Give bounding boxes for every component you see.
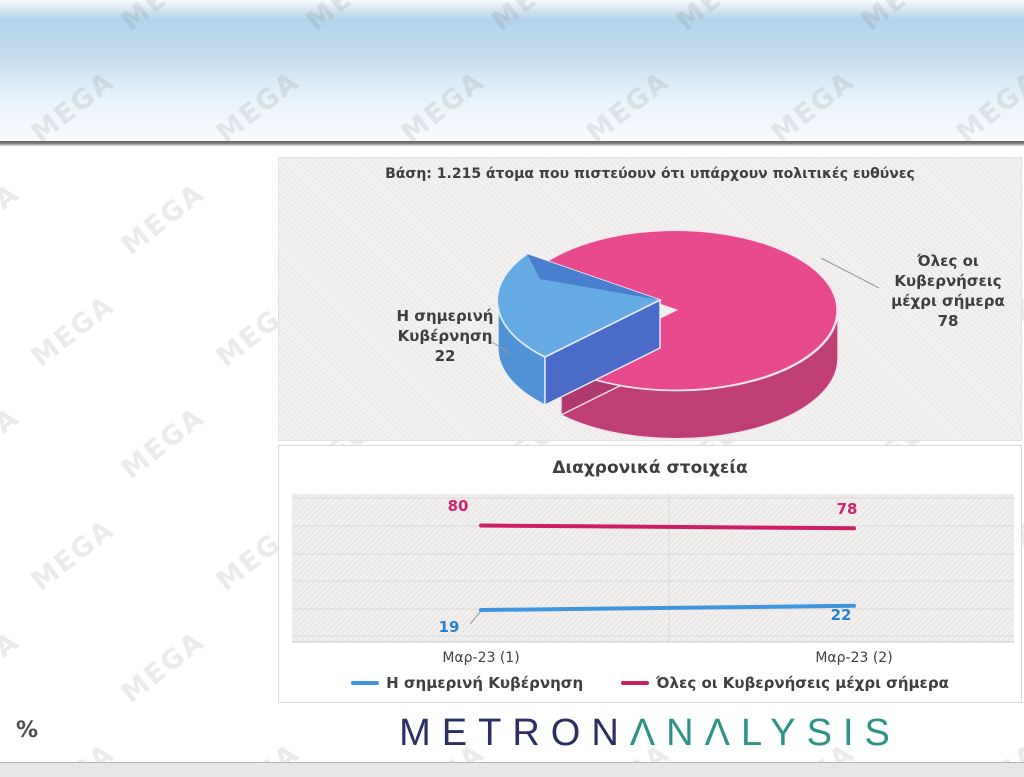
pie-label-pink: Όλες οι Κυβερνήσεις μέχρι σήμερα 78 [873, 251, 1023, 331]
bottom-strip [0, 762, 1024, 777]
watermark-text: MEGA [115, 625, 211, 710]
legend: Η σημερινή Κυβέρνηση Όλες οι Κυβερνήσεις… [279, 674, 1021, 692]
logo-metron: METRON [399, 712, 630, 754]
pie-3d-chart [491, 229, 880, 440]
trend-title: Διαχρονικά στοιχεία [552, 458, 748, 478]
label-19-leader [469, 611, 481, 625]
watermark-text: MEGA [115, 177, 211, 262]
trend-chart-panel: Διαχρονικά στοιχεία [278, 445, 1022, 703]
header-separator [0, 141, 1024, 146]
data-label-pink-2: 78 [836, 500, 858, 518]
legend-item-pink: Όλες οι Κυβερνήσεις μέχρι σήμερα [621, 674, 949, 692]
legend-label-pink: Όλες οι Κυβερνήσεις μέχρι σήμερα [656, 674, 949, 692]
data-label-blue-1: 19 [438, 618, 460, 636]
blue-leader-line [491, 341, 512, 355]
watermark-text: MEGA [25, 513, 121, 598]
logo-analysis: ΛNΛLYSIS [629, 712, 901, 754]
series-line-pink [479, 523, 856, 531]
metron-analysis-logo: METRONΛNΛLYSIS [278, 712, 1022, 755]
plot-area-hatch [292, 494, 1014, 642]
pie-chart-panel: Βάση: 1.215 άτομα που πιστεύουν ότι υπάρ… [278, 157, 1022, 441]
legend-label-blue: Η σημερινή Κυβέρνηση [386, 674, 584, 692]
watermark-text: MEGA [25, 289, 121, 374]
pie-value-blue: 22 [434, 347, 456, 365]
series-line-blue [479, 603, 856, 612]
percent-sign: % [16, 718, 39, 743]
watermark-text: MEGA [0, 625, 26, 710]
pie-label-blue-line1: Η σημερινή [396, 307, 494, 325]
trend-line-chart [292, 494, 1014, 643]
data-label-blue-2: 22 [830, 606, 852, 624]
data-label-pink-1: 80 [447, 497, 469, 515]
legend-item-blue: Η σημερινή Κυβέρνηση [351, 674, 583, 692]
pink-leader-line [820, 257, 880, 289]
blue-slice-inner-band [527, 254, 660, 300]
pie-label-blue-line2: Κυβέρνηση [397, 327, 493, 345]
pie-label-pink-line2: Κυβερνήσεις [894, 272, 1002, 290]
watermark-text: MEGA [0, 401, 26, 486]
x-axis-label-2: Μαρ-23 (2) [815, 650, 893, 666]
watermark-text: MEGA [0, 177, 26, 262]
watermark-text: MEGA [115, 401, 211, 486]
legend-dash-pink [621, 681, 650, 685]
blue-slice-top [496, 253, 663, 358]
legend-dash-blue [351, 681, 380, 685]
pie-label-pink-line1: Όλες οι [917, 252, 979, 270]
pie-value-pink: 78 [937, 312, 959, 330]
pie-base-note: Βάση: 1.215 άτομα που πιστεύουν ότι υπάρ… [385, 166, 915, 182]
x-axis-label-1: Μαρ-23 (1) [442, 650, 520, 666]
pie-label-blue: Η σημερινή Κυβέρνηση 22 [383, 306, 507, 366]
header [0, 0, 1024, 141]
pie-label-pink-line3: μέχρι σήμερα [891, 292, 1005, 310]
